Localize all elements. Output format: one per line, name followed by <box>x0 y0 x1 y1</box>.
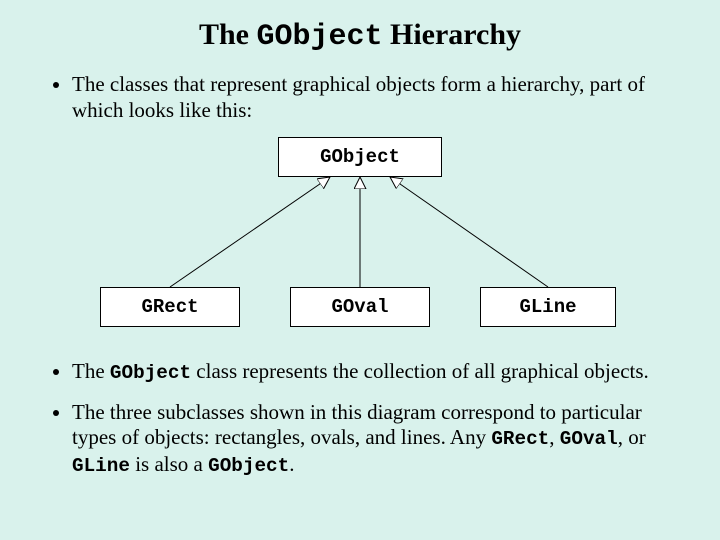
b3-end: . <box>289 452 294 476</box>
b2-pre: The <box>72 359 110 383</box>
node-left: GRect <box>100 287 240 327</box>
title-code: GObject <box>256 20 382 54</box>
node-root: GObject <box>278 137 442 177</box>
b3-m3: is also a <box>130 452 208 476</box>
bullet-list-2: The GObject class represents the collect… <box>24 359 696 478</box>
bullet-1-text: The classes that represent graphical obj… <box>72 72 645 122</box>
b3-c2: GOval <box>560 428 618 450</box>
bullet-2: The GObject class represents the collect… <box>72 359 696 386</box>
title-pre: The <box>199 18 257 51</box>
bullet-1: The classes that represent graphical obj… <box>72 72 696 123</box>
b2-post: class represents the collection of all g… <box>191 359 649 383</box>
b3-c4: GObject <box>208 455 289 477</box>
b3-c1: GRect <box>491 428 549 450</box>
b3-m1: , <box>549 425 560 449</box>
b3-c3: GLine <box>72 455 130 477</box>
b2-code: GObject <box>110 362 191 384</box>
bullet-3: The three subclasses shown in this diagr… <box>72 400 696 479</box>
edge-0 <box>170 177 330 287</box>
bullet-list: The classes that represent graphical obj… <box>24 72 696 123</box>
edge-2 <box>390 177 548 287</box>
b3-m2: , or <box>618 425 646 449</box>
title-post: Hierarchy <box>382 18 521 51</box>
hierarchy-diagram: GObject GRect GOval GLine <box>80 137 640 337</box>
page-title: The GObject Hierarchy <box>24 18 696 54</box>
node-right: GLine <box>480 287 616 327</box>
node-mid: GOval <box>290 287 430 327</box>
